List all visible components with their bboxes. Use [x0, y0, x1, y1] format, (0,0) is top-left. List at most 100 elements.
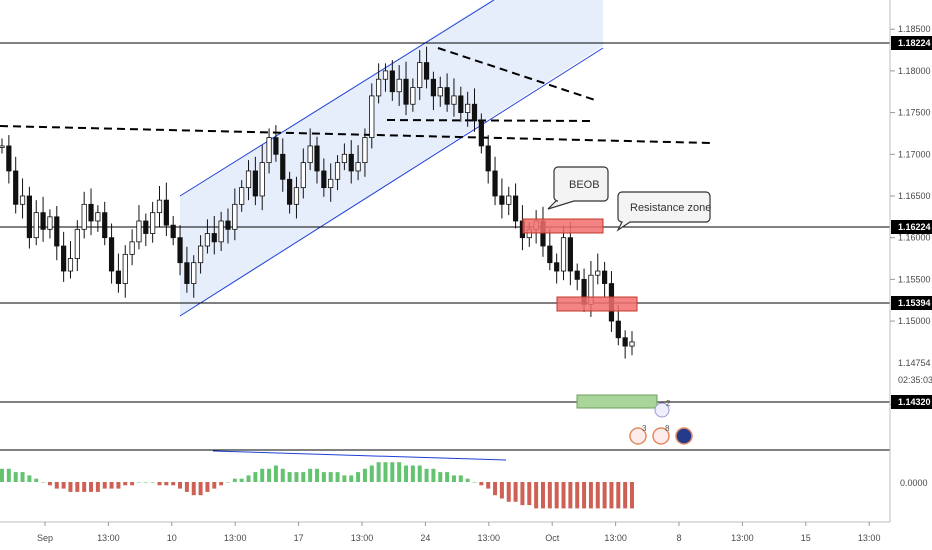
- osc-bar: [273, 465, 278, 482]
- osc-bar: [575, 482, 580, 509]
- svg-text:1.15394: 1.15394: [898, 298, 931, 308]
- osc-bar: [130, 482, 135, 486]
- candle-body: [458, 95, 464, 113]
- osc-bar: [534, 482, 539, 509]
- osc-bar: [198, 482, 203, 496]
- candle-body: [465, 103, 471, 113]
- candle-body: [61, 245, 67, 272]
- candle-body: [451, 95, 457, 105]
- callout-beob[interactable]: BEOB: [547, 166, 609, 210]
- candle-body: [170, 224, 176, 239]
- osc-bar: [75, 482, 80, 492]
- candle-body: [389, 70, 395, 93]
- candle-body: [74, 228, 80, 259]
- resistance-zone-lower[interactable]: [556, 296, 638, 312]
- candle-body: [129, 241, 135, 255]
- osc-bar: [232, 478, 237, 482]
- candle-body: [0, 145, 5, 148]
- oscillator-histogram: [0, 462, 634, 509]
- price-axis: 1.18500 1.18000 1.17500 1.17000 1.16500 1.160…: [890, 24, 931, 409]
- candle-body: [485, 145, 491, 172]
- resistance-zone-upper[interactable]: [522, 218, 604, 234]
- event-eu-icon: [675, 427, 693, 445]
- candle-body: [150, 212, 156, 234]
- candle-body: [512, 195, 519, 222]
- candle-body: [478, 120, 484, 147]
- osc-bar: [150, 482, 155, 483]
- osc-bar: [294, 472, 299, 482]
- osc-bar: [89, 482, 94, 492]
- osc-bar: [397, 462, 402, 482]
- dashed-trendline-mid[interactable]: [386, 119, 594, 122]
- osc-bar: [20, 472, 25, 482]
- candle-body: [547, 245, 553, 264]
- candle-body: [47, 216, 53, 230]
- osc-bar: [315, 468, 319, 482]
- osc-bar: [246, 475, 251, 482]
- osc-bar: [506, 482, 511, 502]
- dashed-trendline-top[interactable]: [437, 47, 599, 102]
- candle-body: [499, 195, 505, 205]
- candles: [0, 46, 635, 359]
- osc-bar: [109, 482, 114, 489]
- candle-body: [252, 170, 258, 197]
- osc-bar: [561, 482, 566, 509]
- candle-body: [115, 270, 122, 284]
- price-tick-label: 1.17000: [898, 149, 931, 159]
- support-zone[interactable]: [576, 394, 658, 409]
- candle-body: [122, 253, 128, 284]
- candle-body: [136, 220, 142, 243]
- candle-body: [444, 87, 450, 105]
- candle-body: [211, 233, 217, 243]
- candle-body: [321, 170, 327, 189]
- candle-body: [348, 153, 354, 172]
- event-flag-icon-3: [652, 427, 670, 445]
- time-tick-label: Oct: [545, 533, 560, 543]
- time-tick-label: Sep: [37, 533, 53, 543]
- osc-bar: [143, 482, 148, 483]
- price-label-1-14320: 1.14320: [891, 395, 932, 409]
- osc-bar: [602, 482, 607, 509]
- osc-bar: [527, 482, 532, 506]
- time-tick-label: 13:00: [224, 533, 247, 543]
- candle-body: [143, 220, 149, 234]
- osc-bar: [102, 482, 107, 489]
- price-tick-label: 1.16500: [898, 191, 931, 201]
- osc-bar: [499, 482, 504, 499]
- event-flag-icon-1: [654, 402, 670, 418]
- time-tick-label: 15: [801, 533, 811, 543]
- time-tick-label: 13:00: [858, 533, 881, 543]
- time-tick-label: 10: [167, 533, 177, 543]
- svg-text:1.18224: 1.18224: [898, 38, 931, 48]
- osc-bar: [486, 482, 491, 489]
- event-count-3: 8: [665, 424, 670, 433]
- osc-bar: [547, 482, 552, 509]
- osc-zero-label: 0.0000: [900, 478, 928, 488]
- osc-bar: [47, 482, 52, 486]
- time-tick-label: 17: [294, 533, 304, 543]
- dashed-trendline-long[interactable]: [0, 125, 711, 144]
- time-tick-label: 13:00: [97, 533, 120, 543]
- osc-bar: [157, 482, 162, 486]
- osc-divergence-line[interactable]: [212, 450, 507, 461]
- svg-text:1.14320: 1.14320: [898, 397, 931, 407]
- svg-text:1.16224: 1.16224: [898, 222, 931, 232]
- candle-body: [362, 137, 368, 164]
- event-icon-group[interactable]: 2 3 8: [629, 399, 693, 445]
- candle-body: [67, 258, 74, 272]
- osc-bar: [27, 475, 32, 482]
- osc-bar: [287, 472, 292, 482]
- osc-bar: [0, 468, 4, 482]
- osc-bar: [540, 482, 545, 509]
- osc-bar: [82, 482, 87, 492]
- candle-body: [259, 162, 265, 197]
- candle-body: [197, 245, 204, 264]
- osc-bar: [630, 482, 634, 509]
- candle-body: [417, 62, 423, 88]
- candle-body: [102, 212, 108, 239]
- candle-body: [471, 103, 478, 122]
- osc-bar: [335, 472, 340, 482]
- time-tick-label: 24: [420, 533, 430, 543]
- callout-resistance[interactable]: Resistance zone: [616, 191, 711, 232]
- candle-body: [300, 162, 306, 189]
